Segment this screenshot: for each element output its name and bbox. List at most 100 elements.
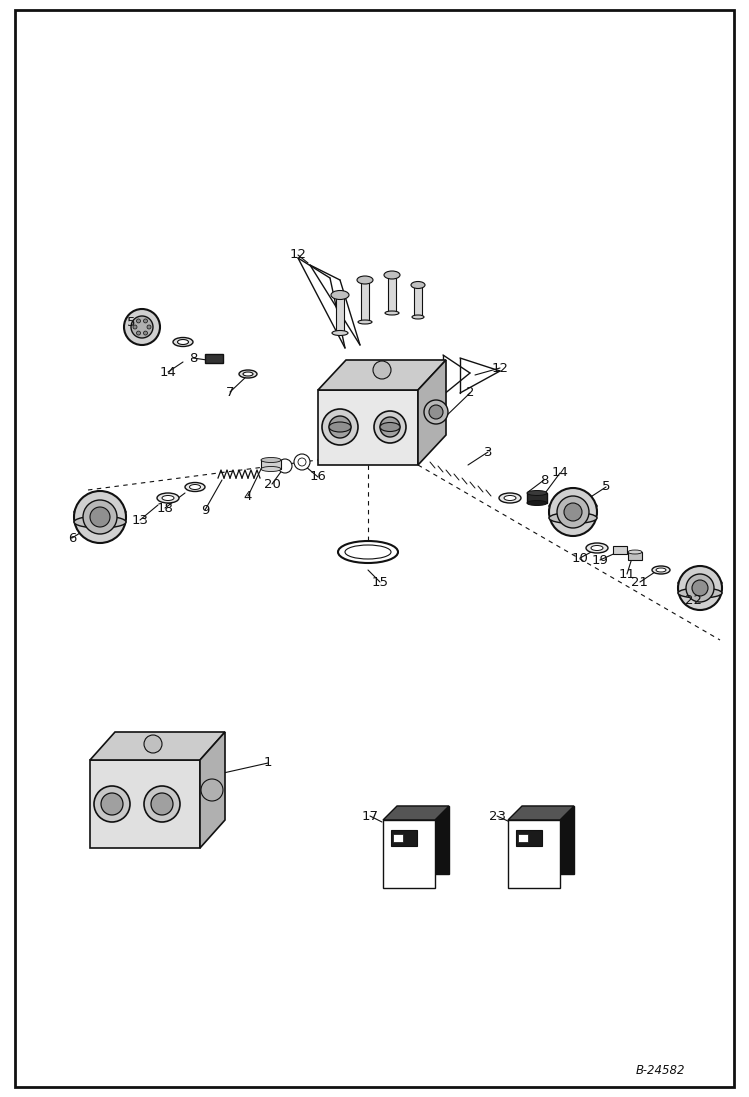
Circle shape <box>429 405 443 419</box>
Text: 9: 9 <box>201 504 209 517</box>
Circle shape <box>131 316 153 338</box>
Circle shape <box>74 491 126 543</box>
Text: 13: 13 <box>132 513 148 527</box>
Circle shape <box>136 319 141 323</box>
Circle shape <box>294 454 310 470</box>
Circle shape <box>374 411 406 443</box>
Polygon shape <box>383 806 449 819</box>
Ellipse shape <box>384 271 400 279</box>
Ellipse shape <box>385 312 399 315</box>
Text: 5: 5 <box>601 480 610 494</box>
Text: 14: 14 <box>160 365 177 378</box>
Circle shape <box>373 361 391 378</box>
Ellipse shape <box>261 457 281 463</box>
Ellipse shape <box>332 330 348 336</box>
Circle shape <box>278 459 292 473</box>
Ellipse shape <box>157 493 179 504</box>
Ellipse shape <box>239 370 257 378</box>
Ellipse shape <box>357 276 373 284</box>
Text: 16: 16 <box>309 471 327 484</box>
Circle shape <box>329 416 351 438</box>
Text: 22: 22 <box>685 593 703 607</box>
Text: 8: 8 <box>189 351 197 364</box>
Ellipse shape <box>178 339 189 344</box>
Polygon shape <box>522 806 574 874</box>
Text: 19: 19 <box>592 554 608 566</box>
Polygon shape <box>90 760 200 848</box>
Bar <box>628 552 642 559</box>
Text: 2: 2 <box>466 386 474 399</box>
Bar <box>414 285 422 317</box>
Ellipse shape <box>527 490 547 496</box>
Polygon shape <box>508 806 574 819</box>
Text: 21: 21 <box>631 576 649 588</box>
Ellipse shape <box>345 545 391 559</box>
Ellipse shape <box>74 506 126 518</box>
Ellipse shape <box>162 496 174 500</box>
Text: 5: 5 <box>127 316 136 328</box>
Polygon shape <box>418 360 446 465</box>
Bar <box>516 830 542 846</box>
Circle shape <box>101 793 123 815</box>
Text: 14: 14 <box>551 466 568 479</box>
Ellipse shape <box>586 543 608 553</box>
Polygon shape <box>200 732 225 848</box>
Ellipse shape <box>678 588 722 598</box>
Ellipse shape <box>652 566 670 574</box>
Bar <box>361 280 369 323</box>
Ellipse shape <box>329 422 351 432</box>
Circle shape <box>83 500 117 534</box>
Circle shape <box>549 488 597 536</box>
Polygon shape <box>318 360 446 391</box>
Ellipse shape <box>678 578 722 588</box>
Bar <box>393 834 403 842</box>
Text: 7: 7 <box>225 385 234 398</box>
Ellipse shape <box>549 500 597 511</box>
Ellipse shape <box>261 466 281 472</box>
Text: 12: 12 <box>491 362 509 374</box>
Ellipse shape <box>591 545 603 551</box>
Ellipse shape <box>338 541 398 563</box>
Text: 8: 8 <box>540 474 548 486</box>
Ellipse shape <box>549 512 597 523</box>
Circle shape <box>136 331 141 335</box>
Circle shape <box>94 785 130 822</box>
Text: 6: 6 <box>68 532 76 544</box>
Polygon shape <box>397 806 449 874</box>
Text: 17: 17 <box>362 810 378 823</box>
Polygon shape <box>318 391 418 465</box>
Circle shape <box>564 504 582 521</box>
Ellipse shape <box>243 372 253 376</box>
Text: 15: 15 <box>372 576 389 588</box>
Ellipse shape <box>331 291 349 299</box>
Bar <box>261 460 281 470</box>
Ellipse shape <box>499 493 521 504</box>
Bar <box>388 275 396 313</box>
Ellipse shape <box>358 320 372 324</box>
Text: 3: 3 <box>484 445 492 459</box>
Ellipse shape <box>173 338 193 347</box>
Ellipse shape <box>411 282 425 289</box>
Text: 20: 20 <box>264 477 280 490</box>
Text: 12: 12 <box>290 249 306 261</box>
Text: 11: 11 <box>619 567 635 580</box>
Circle shape <box>144 785 180 822</box>
Circle shape <box>380 417 400 437</box>
Ellipse shape <box>189 485 201 489</box>
Polygon shape <box>508 819 560 887</box>
Bar <box>336 295 344 333</box>
Bar <box>527 493 547 504</box>
Circle shape <box>424 400 448 425</box>
Text: 23: 23 <box>488 810 506 823</box>
Ellipse shape <box>74 516 126 528</box>
Bar <box>391 830 417 846</box>
Circle shape <box>686 574 714 602</box>
Ellipse shape <box>504 496 516 500</box>
Circle shape <box>124 309 160 344</box>
Text: 4: 4 <box>244 489 252 502</box>
Ellipse shape <box>185 483 205 491</box>
Text: 10: 10 <box>571 552 589 565</box>
Text: 1: 1 <box>264 757 272 769</box>
Text: 18: 18 <box>157 501 174 514</box>
Circle shape <box>144 735 162 753</box>
